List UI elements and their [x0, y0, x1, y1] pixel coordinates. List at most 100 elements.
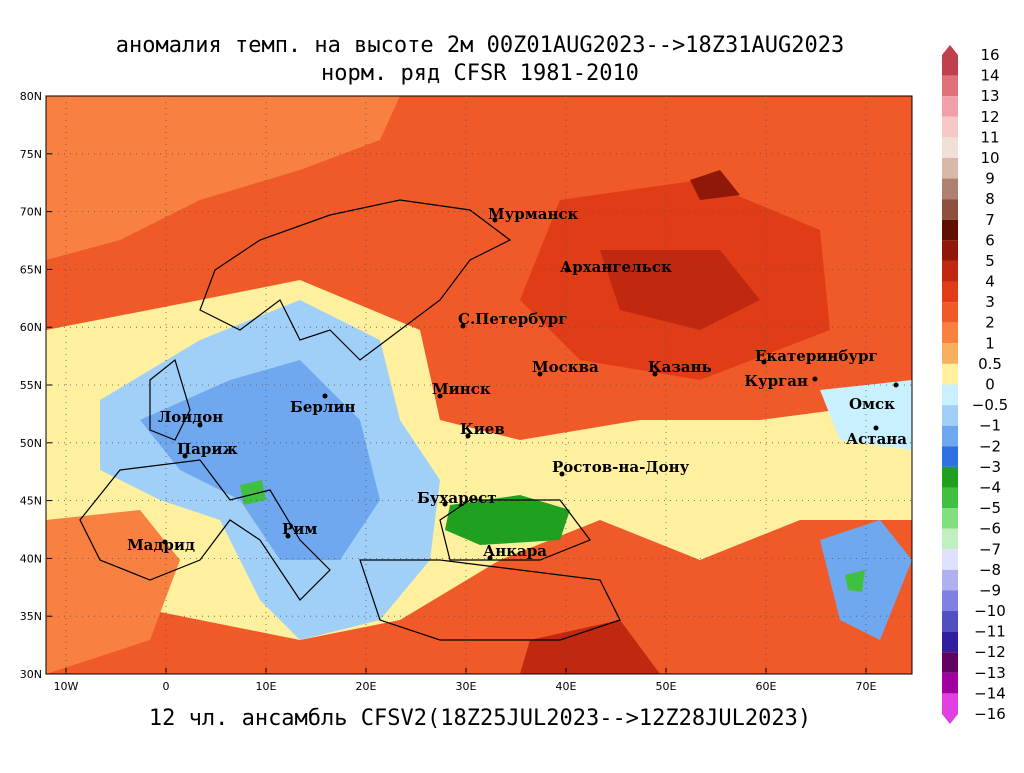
- city-label: Киев: [460, 420, 505, 438]
- lat-label: 35N: [20, 610, 42, 623]
- lon-label: 70E: [856, 680, 877, 693]
- city-dot: [437, 393, 443, 399]
- lon-label: 10W: [54, 680, 79, 693]
- lat-label: 80N: [20, 90, 42, 103]
- colorbar-label: −4: [979, 478, 1001, 496]
- colorbar-label: 7: [985, 211, 995, 229]
- colorbar-swatch: [942, 611, 958, 632]
- colorbar-label: −3: [979, 458, 1001, 476]
- city-dot: [465, 433, 471, 439]
- city-label: Мурманск: [488, 205, 579, 223]
- city-dot: [652, 371, 658, 377]
- lat-label: 45N: [20, 495, 42, 508]
- colorbar-label: −13: [974, 664, 1006, 682]
- colorbar-swatch: [942, 116, 958, 138]
- colorbar-swatch: [942, 672, 958, 694]
- colorbar-swatch: [942, 137, 958, 158]
- colorbar-label: 9: [985, 170, 995, 188]
- colorbar-label: 11: [980, 128, 999, 146]
- colorbar-swatch: [942, 302, 958, 323]
- colorbar-label: 6: [985, 231, 995, 249]
- colorbar-swatch: [942, 157, 958, 179]
- colorbar-label: 16: [980, 46, 999, 64]
- colorbar-swatch: [942, 75, 958, 97]
- city-dot: [322, 393, 328, 399]
- lon-label: 20E: [356, 680, 377, 693]
- colorbar-bottom-arrow: [942, 714, 958, 724]
- city-label: С.Петербург: [458, 310, 567, 328]
- city-dot: [197, 422, 203, 428]
- colorbar-label: −14: [974, 684, 1006, 702]
- colorbar-swatch: [942, 631, 958, 653]
- colorbar-label: 0: [985, 376, 995, 394]
- lat-label: 60N: [20, 321, 42, 334]
- colorbar-swatch: [942, 281, 958, 303]
- colorbar-label: 4: [985, 273, 995, 291]
- colorbar-label: −6: [979, 520, 1001, 538]
- city-dot: [893, 382, 899, 388]
- colorbar-label: −16: [974, 705, 1006, 723]
- colorbar-swatch: [942, 96, 958, 117]
- colorbar-swatch: [942, 425, 958, 447]
- colorbar-label: 10: [980, 149, 999, 167]
- colorbar-label: 12: [980, 108, 999, 126]
- colorbar-label: 0.5: [978, 355, 1002, 373]
- city-label: Казань: [648, 358, 712, 376]
- city-dot: [761, 359, 767, 365]
- colorbar-label: −11: [974, 623, 1006, 641]
- colorbar-label: −12: [974, 643, 1006, 661]
- city-label: Омск: [849, 395, 895, 413]
- colorbar-swatch: [942, 590, 958, 612]
- colorbar-swatch: [942, 260, 958, 282]
- lat-label: 30N: [20, 668, 42, 681]
- city-label: Астана: [846, 430, 907, 448]
- colorbar-label: 13: [980, 87, 999, 105]
- colorbar-swatch: [942, 405, 958, 426]
- city-label: Париж: [177, 440, 238, 458]
- colorbar-label: −9: [979, 581, 1001, 599]
- colorbar-label: −0.5: [972, 396, 1008, 414]
- colorbar-swatch: [942, 528, 958, 550]
- city-dot: [492, 217, 498, 223]
- colorbar-swatch: [942, 55, 958, 76]
- lat-label: 70N: [20, 206, 42, 219]
- lon-label: 0: [163, 680, 170, 693]
- city-label: Курган: [744, 372, 808, 390]
- city-label: Бухарест: [417, 489, 497, 507]
- colorbar-label: 8: [985, 190, 995, 208]
- colorbar-swatch: [942, 466, 958, 488]
- city-label: Архангельск: [560, 258, 672, 276]
- city-dot: [487, 555, 493, 561]
- footer-text: 12 чл. ансамбль CFSV2(18Z25JUL2023-->12Z…: [149, 706, 811, 731]
- city-dot: [460, 323, 466, 329]
- city-label: Екатеринбург: [755, 347, 878, 365]
- city-dot: [537, 371, 543, 377]
- colorbar-swatch: [942, 219, 958, 241]
- colorbar-label: −1: [979, 417, 1001, 435]
- city-label: Минск: [432, 380, 491, 398]
- colorbar-swatch: [942, 508, 958, 529]
- colorbar-label: 14: [980, 67, 999, 85]
- colorbar-swatch: [942, 322, 958, 344]
- lat-label: 50N: [20, 437, 42, 450]
- city-label: Берлин: [290, 398, 356, 416]
- colorbar-swatch: [942, 569, 958, 591]
- city-label: Лондон: [158, 408, 223, 426]
- lat-label: 55N: [20, 379, 42, 392]
- colorbar-swatch: [942, 384, 958, 406]
- lon-label: 10E: [256, 680, 277, 693]
- colorbar-label: 2: [985, 314, 995, 332]
- lat-label: 40N: [20, 552, 42, 565]
- colorbar-swatch: [942, 446, 958, 467]
- city-label: Ростов-на-Дону: [552, 458, 690, 476]
- city-dot: [559, 471, 565, 477]
- lon-label: 30E: [456, 680, 477, 693]
- city-label: Рим: [282, 520, 317, 538]
- colorbar-swatch: [942, 240, 958, 261]
- anomaly-field: [46, 96, 912, 674]
- lon-label: 60E: [756, 680, 777, 693]
- colorbar-swatch: [942, 363, 958, 385]
- colorbar-swatch: [942, 693, 958, 714]
- city-dot: [162, 539, 168, 545]
